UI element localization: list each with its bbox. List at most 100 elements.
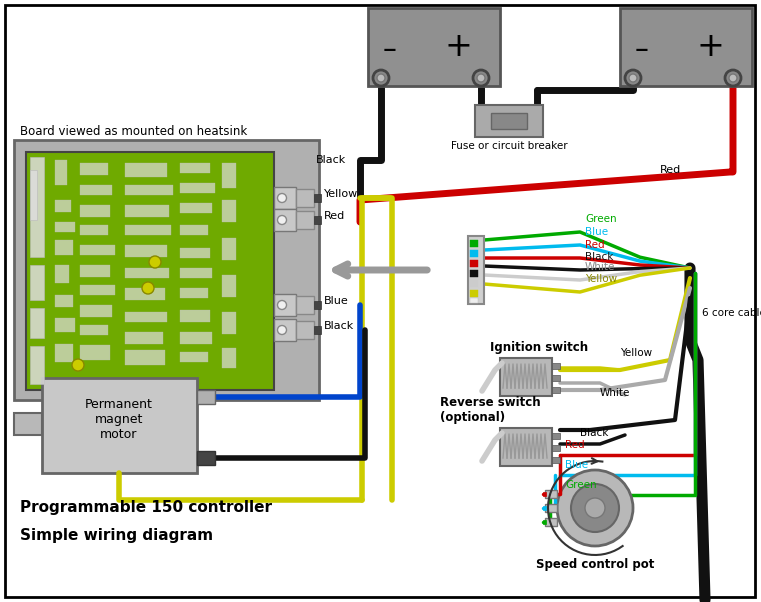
Bar [543,492,546,496]
Bar [125,312,167,322]
Text: Blue: Blue [565,460,588,470]
Bar [314,301,321,309]
Bar [125,288,165,300]
Circle shape [149,256,161,268]
Text: –: – [383,36,397,64]
Circle shape [278,193,286,202]
Circle shape [72,359,84,371]
Bar [368,8,500,86]
Bar [552,433,560,439]
Bar [55,318,75,332]
Text: Red: Red [565,440,584,450]
Text: +: + [444,30,472,63]
Bar [222,163,236,188]
Bar [197,451,215,465]
Text: Black: Black [316,155,346,165]
Text: Red: Red [660,165,681,175]
Bar [620,8,752,86]
Bar [42,378,197,473]
Text: White: White [600,388,630,398]
Text: Simple wiring diagram: Simple wiring diagram [20,528,213,543]
Text: Yellow: Yellow [324,189,358,199]
Text: Speed control pot: Speed control pot [536,558,654,571]
Bar [274,294,296,316]
Bar [274,187,296,209]
Bar [197,390,215,404]
Text: Black: Black [324,321,355,331]
Bar [180,225,208,235]
Bar [80,185,112,195]
Bar [180,268,212,278]
Bar [468,236,484,304]
Bar [14,140,319,400]
Bar [180,352,208,362]
Bar [55,222,75,232]
Bar [222,275,236,297]
Bar [180,163,210,173]
Bar [296,211,314,229]
Text: Yellow: Yellow [585,274,617,284]
Bar [80,285,115,295]
Text: Board viewed as mounted on heatsink: Board viewed as mounted on heatsink [20,125,247,138]
Circle shape [278,300,286,309]
Bar [470,290,478,297]
Bar [55,160,67,185]
Bar [475,105,543,137]
Text: Black: Black [580,428,608,438]
Bar [470,280,478,287]
Text: Programmable 150 controller: Programmable 150 controller [20,500,272,515]
Bar [222,238,236,260]
Circle shape [377,74,385,82]
Bar [80,325,108,335]
Bar [55,295,73,307]
Bar [80,305,112,317]
Circle shape [585,498,605,518]
Bar [80,265,110,277]
Bar [125,163,167,177]
Bar [470,260,478,267]
Bar [545,490,557,498]
Bar [470,298,478,303]
Circle shape [278,216,286,225]
Circle shape [557,470,633,546]
Bar [80,345,110,360]
Text: 6 core cable: 6 core cable [702,308,761,318]
Bar [80,163,108,175]
Circle shape [473,70,489,86]
Bar [55,344,73,362]
Bar [180,248,210,258]
Circle shape [477,74,485,82]
Bar [125,332,163,344]
Bar [222,312,236,334]
Bar [296,321,314,339]
Bar [125,205,169,217]
Bar [80,225,108,235]
Text: Fuse or circuit breaker: Fuse or circuit breaker [451,141,567,151]
Text: White: White [585,262,616,272]
Bar [30,265,44,300]
Circle shape [278,326,286,335]
Bar [543,506,546,510]
Bar [180,332,212,344]
Text: –: – [635,36,649,64]
Bar [470,250,478,257]
Text: Reverse switch
(optional): Reverse switch (optional) [440,396,540,424]
Bar [314,326,321,334]
Bar [30,157,44,257]
Bar [470,240,478,247]
Bar [552,457,560,463]
Bar [314,216,321,224]
Bar [180,288,208,298]
Bar [552,387,560,393]
Text: Green: Green [565,480,597,490]
Circle shape [571,484,619,532]
Bar [26,152,274,390]
Bar [14,413,42,435]
Text: Black: Black [585,252,613,262]
Bar [125,350,165,365]
Bar [500,428,552,466]
Bar [180,310,210,322]
Circle shape [629,74,637,82]
Text: Blue: Blue [324,296,349,306]
Bar [125,245,167,257]
